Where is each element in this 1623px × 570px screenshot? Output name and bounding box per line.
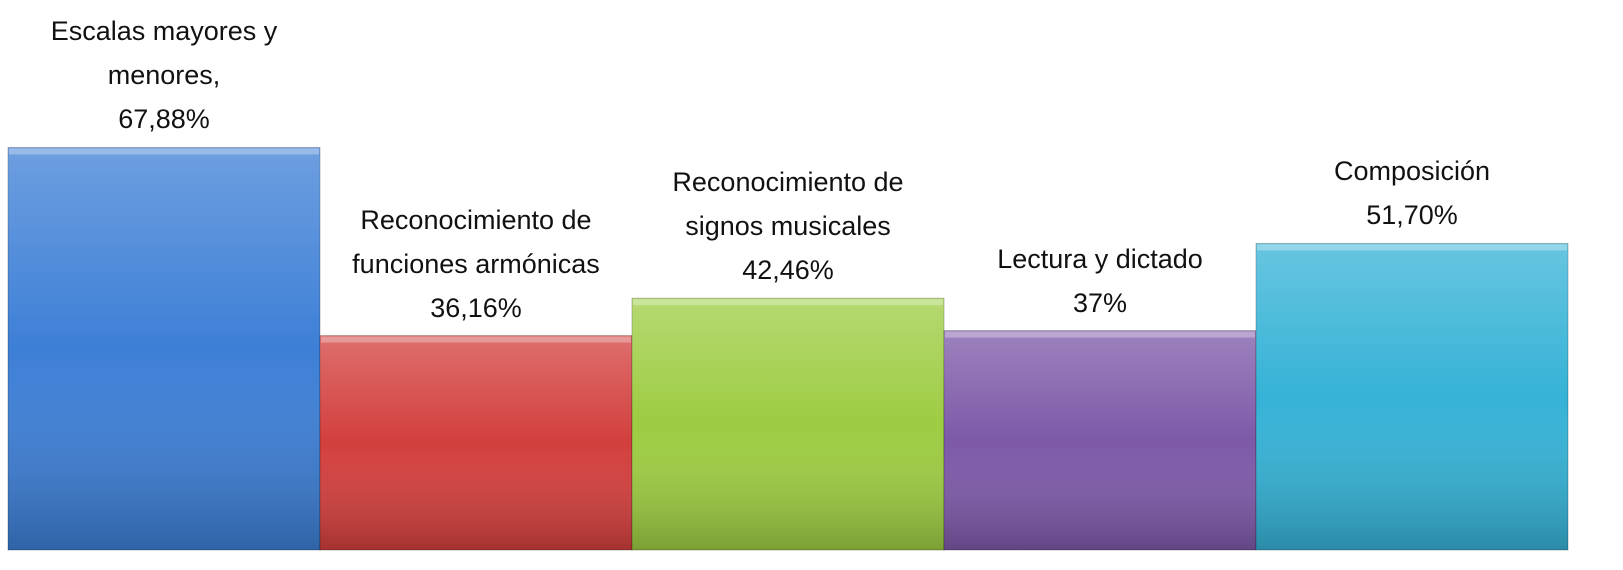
value-label: 51,70% [1366,200,1458,231]
category-label: Reconocimiento de funciones armónicas [352,204,600,279]
data-label: Lectura y dictado 37% [936,237,1264,325]
category-label: Reconocimiento de signos musicales [672,167,904,242]
bar [631,297,945,551]
category-label: Escalas mayores y menores, [50,16,278,91]
category-label: Lectura y dictado [997,243,1203,274]
category-label: Composición [1333,156,1491,187]
data-label: Reconocimiento de funciones armónicas 36,… [312,198,640,330]
value-label: 42,46% [742,255,834,286]
data-label: Reconocimiento de signos musicales 42,46% [624,160,952,292]
value-label: 37% [1072,287,1128,318]
bar-bevel [9,148,319,155]
data-label: Composición 51,70% [1248,149,1576,237]
data-label: Escalas mayores y menores, 67,88% [0,9,328,141]
bar [943,330,1257,551]
bar-bevel [945,331,1255,338]
value-label: 36,16% [430,292,522,323]
bar [1255,242,1569,551]
bar [319,335,633,551]
bar-bevel [321,336,631,343]
value-label: 67,88% [118,104,210,135]
bar [7,146,321,551]
bar-bevel [1257,244,1567,251]
bar-bevel [633,299,943,306]
